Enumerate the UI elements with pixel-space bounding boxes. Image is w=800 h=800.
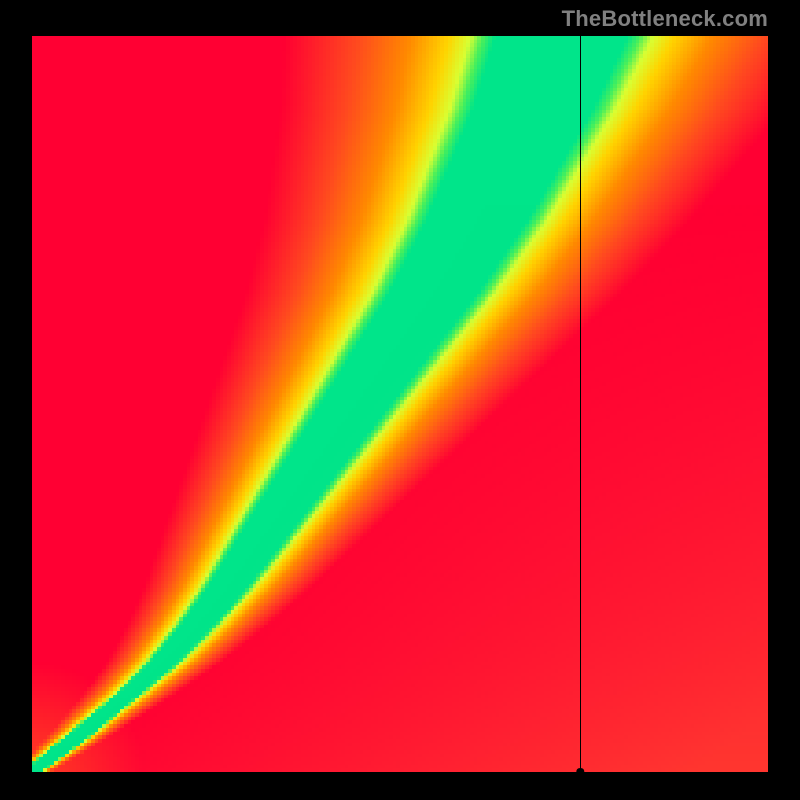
attribution-label: TheBottleneck.com xyxy=(562,6,768,32)
chart-root: { "meta": { "attribution": "TheBottlenec… xyxy=(0,0,800,800)
heatmap-plot xyxy=(32,36,768,772)
heatmap-canvas xyxy=(32,36,768,772)
